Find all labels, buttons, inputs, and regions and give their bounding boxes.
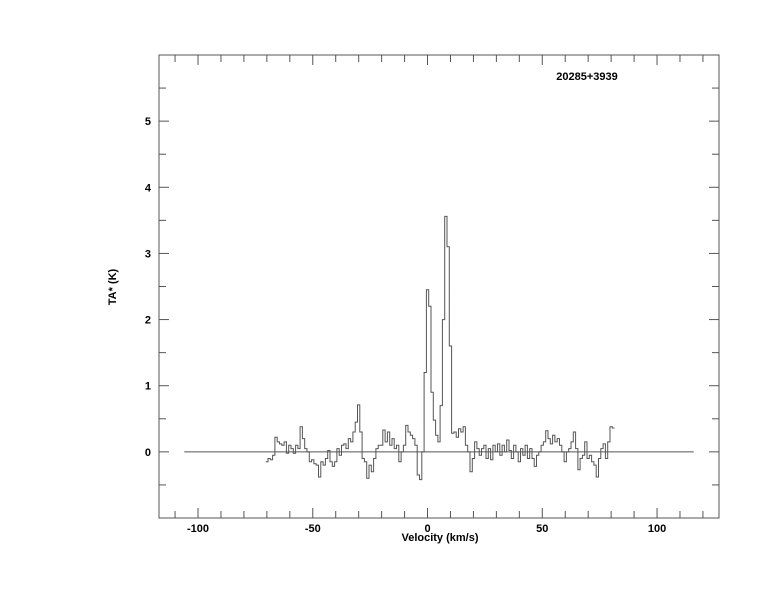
x-tick-label: 0 (424, 523, 430, 535)
axis-ticks (159, 55, 719, 518)
y-tick-label: 2 (145, 315, 151, 327)
chart-title: 20285+3939 (556, 71, 617, 83)
x-tick-label: -50 (305, 523, 321, 535)
y-tick-label: 1 (145, 381, 151, 393)
x-tick-label: -100 (187, 523, 209, 535)
y-tick-label: 3 (145, 248, 151, 260)
y-axis-label: TA* (K) (107, 268, 119, 305)
x-axis-label: Velocity (km/s) (401, 532, 478, 544)
tick-labels: -100 -50 0 50 100 0 1 2 3 4 5 (145, 116, 666, 535)
x-tick-label: 50 (536, 523, 548, 535)
spectrum-line (265, 215, 615, 481)
y-tick-label: 5 (145, 116, 151, 128)
y-tick-label: 4 (145, 182, 152, 194)
plot-frame (158, 54, 720, 519)
x-tick-label: 100 (648, 523, 666, 535)
y-tick-label: 0 (145, 447, 151, 459)
